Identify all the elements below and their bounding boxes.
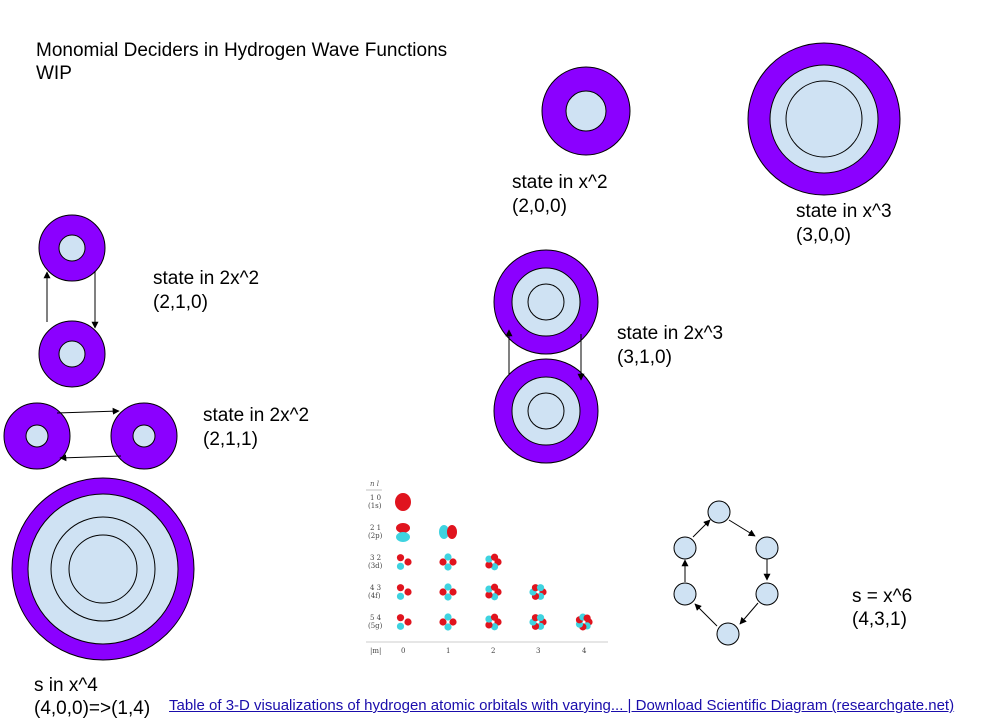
table-m-value: 2: [491, 647, 495, 655]
orbital-x6-cycle: [673, 500, 779, 646]
orbital-lobe: [444, 593, 452, 601]
orbital-lobe: [449, 588, 457, 596]
table-m-value: 3: [536, 647, 540, 655]
orbital-lobe: [396, 532, 410, 542]
orbital-lobe: [404, 588, 412, 596]
orbital-x4: [11, 477, 195, 661]
orbital-lobe: [396, 584, 405, 592]
orbital-lobe: [396, 614, 405, 622]
orbital-lobe: [536, 614, 545, 622]
orbital-lobe: [485, 555, 493, 563]
orbital-lobe: [404, 618, 412, 626]
table-header: n l: [370, 480, 379, 488]
label-x2-state: state in x^2: [512, 172, 608, 193]
page-title: Monomial Deciders in Hydrogen Wave Funct…: [36, 40, 448, 61]
orbital-lobe: [444, 623, 452, 631]
table-row-nl: 5 4: [370, 614, 382, 622]
orbital-lobe: [531, 614, 540, 622]
table-row-name: (2p): [368, 532, 383, 540]
label-x3-state: state in x^3: [796, 201, 892, 222]
orbital-lobe: [396, 622, 405, 630]
orbital-lobe: [439, 525, 449, 539]
orbital-2x2-210: [38, 214, 106, 388]
orbital-lobe: [536, 584, 545, 592]
label-2x2-211-tuple: (2,1,1): [203, 429, 258, 450]
orbital-lobe: [444, 613, 452, 621]
orbital-lobe: [444, 563, 452, 571]
label-x2-tuple: (2,0,0): [512, 196, 567, 217]
orbital-lobe: [444, 583, 452, 591]
label-2x2-210-state: state in 2x^2: [153, 268, 260, 289]
table-row-nl: 3 2: [370, 554, 381, 562]
label-x6-state: s = x^6: [852, 586, 913, 607]
label-x6-tuple: (4,3,1): [852, 609, 907, 630]
table-row-name: (5g): [368, 622, 383, 630]
orbital-lobe: [396, 592, 405, 600]
table-row-nl: 4 3: [370, 584, 381, 592]
orbital-lobe: [444, 553, 452, 561]
orbital-lobe: [490, 613, 499, 621]
table-m-value: 1: [446, 647, 450, 655]
orbital-lobe: [447, 525, 457, 539]
orbital-lobe: [536, 622, 545, 630]
label-2x2-210-tuple: (2,1,0): [153, 292, 208, 313]
label-2x3-310-state: state in 2x^3: [617, 323, 724, 344]
orbital-lobe: [490, 593, 499, 601]
orbital-lobe: [531, 584, 540, 592]
table-row-nl: 1 0: [370, 494, 381, 502]
orbital-2x2-211: [3, 402, 178, 470]
orbital-lobe: [490, 623, 499, 631]
orbital-lobe: [490, 563, 499, 571]
orbital-lobe: [395, 493, 411, 511]
orbital-lobe: [485, 591, 493, 599]
orbital-lobe: [396, 562, 405, 570]
table-m-value: 0: [401, 647, 405, 655]
label-2x2-211-state: state in 2x^2: [203, 405, 310, 426]
table-row-name: (1s): [368, 502, 382, 510]
orbital-lobe: [449, 558, 457, 566]
orbital-lobe: [490, 553, 499, 561]
orbital-lobe: [404, 558, 412, 566]
source-link[interactable]: Table of 3-D visualizations of hydrogen …: [169, 697, 955, 714]
orbital-lobe: [490, 583, 499, 591]
orbital-lobe: [485, 585, 493, 593]
orbital-lobe: [439, 618, 447, 626]
orbital-lobe: [439, 588, 447, 596]
orbital-lobe: [396, 554, 405, 562]
orbital-lobe: [396, 523, 410, 533]
orbital-x2: [541, 66, 631, 156]
orbital-lobe: [485, 621, 493, 629]
orbital-lobe: [439, 558, 447, 566]
label-2x3-310-tuple: (3,1,0): [617, 347, 672, 368]
orbital-x3: [747, 42, 901, 196]
table-m-value: 4: [582, 647, 587, 655]
orbital-lobe: [583, 614, 591, 622]
label-x3-tuple: (3,0,0): [796, 225, 851, 246]
page-subtitle: WIP: [36, 63, 72, 84]
table-row-name: (4f): [368, 592, 381, 600]
table-row-name: (3d): [368, 562, 383, 570]
orbital-lobe: [485, 561, 493, 569]
orbital-lobe: [449, 618, 457, 626]
table-row-nl: 2 1: [370, 524, 381, 532]
orbital-visualization-table: n l 1 0(1s)2 1(2p)3 2(3d)4 3(4f)5 4(5g) …: [360, 476, 612, 660]
table-m-label: |m|: [370, 647, 381, 655]
label-x4-state: s in x^4: [34, 675, 98, 696]
label-x4-tuple: (4,0,0)=>(1,4): [34, 698, 151, 719]
orbital-2x3-310: [493, 249, 599, 464]
orbital-lobe: [536, 592, 545, 600]
orbital-lobe: [485, 615, 493, 623]
